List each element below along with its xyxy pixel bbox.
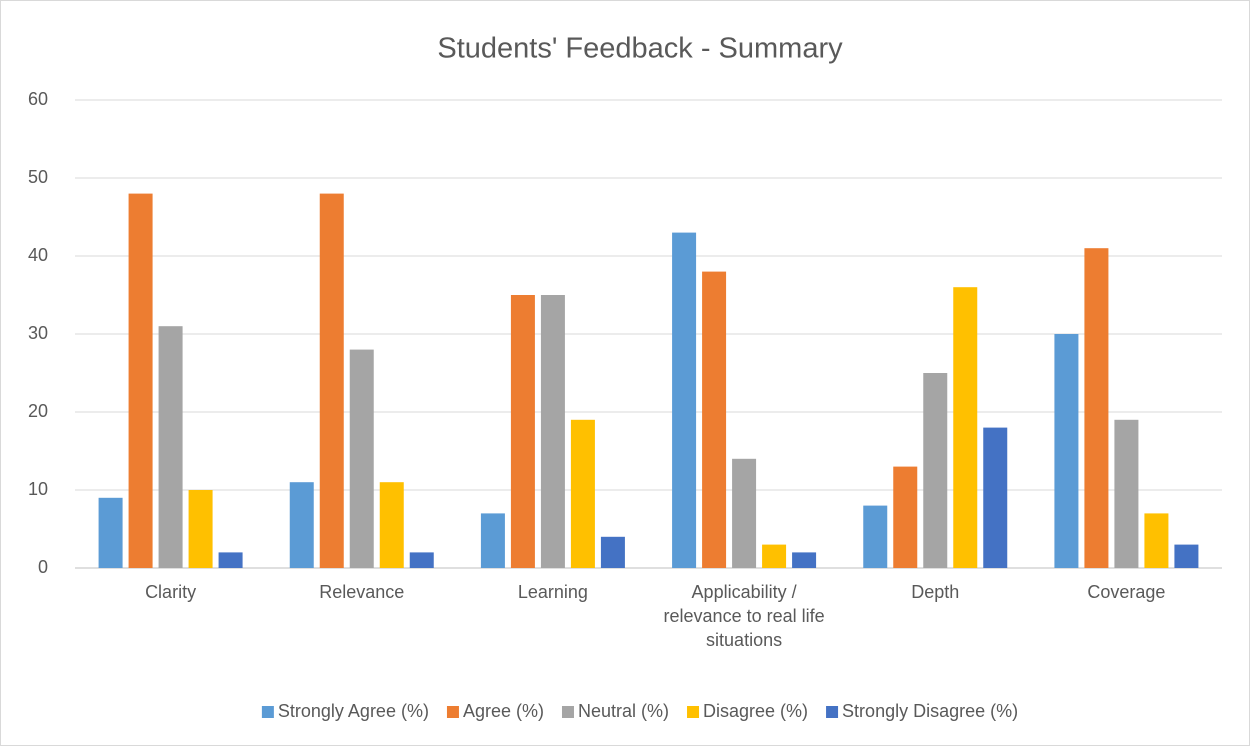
legend-label: Disagree (%) [703,701,808,721]
bar [1114,419,1139,568]
y-tick-label: 50 [28,167,48,187]
bar [600,536,625,568]
bar [732,458,757,568]
x-tick-label: Coverage [1087,582,1166,602]
bar [863,505,888,568]
y-tick-label: 30 [28,323,48,343]
bar [1084,248,1109,568]
legend-label: Agree (%) [463,701,544,721]
x-tick-label: Applicability / relevance to real life s… [663,582,825,650]
bar [1174,544,1199,568]
x-tick-label: Depth [911,582,960,602]
bar [893,466,918,568]
bar [409,552,434,568]
bar [540,295,565,568]
bar [570,419,595,568]
bar [1054,334,1079,568]
bar [98,497,123,568]
legend-swatch [561,706,574,718]
y-tick-label: 10 [28,479,48,499]
x-tick-label: Clarity [145,582,197,602]
legend-swatch [687,706,700,718]
x-tick-label: Learning [517,582,588,602]
x-tick-label-box: Clarity [145,582,197,602]
x-tick-label: Relevance [319,582,405,602]
bar [188,490,213,568]
bar [349,349,374,568]
bar [289,482,314,568]
legend-label: Neutral (%) [578,701,669,721]
x-tick-label-box: Learning [517,582,588,602]
legend-item: Neutral (%) [561,701,669,721]
bar [510,295,535,568]
legend-label: Strongly Disagree (%) [842,701,1018,721]
legend-item: Disagree (%) [687,701,808,721]
bar [128,193,153,568]
bar [379,482,404,568]
bar [480,513,505,568]
bar [218,552,243,568]
legend-item: Strongly Disagree (%) [826,701,1018,721]
bar [983,427,1008,568]
y-tick-label: 0 [38,557,48,577]
y-tick-label: 60 [28,89,48,109]
legend-swatch [826,706,839,718]
legend-item: Strongly Agree (%) [261,701,429,721]
bar [158,326,183,568]
legend-swatch [261,706,274,718]
chart-title: Students' Feedback - Summary [437,33,843,65]
x-tick-label-box: Depth [911,582,960,602]
bar [923,373,948,568]
x-tick-label-box: Coverage [1087,582,1166,602]
x-tick-label-box: Applicability / relevance to real life s… [663,582,825,650]
bar [762,544,787,568]
legend-item: Agree (%) [446,701,544,721]
legend-swatch [446,706,459,718]
legend-label: Strongly Agree (%) [278,701,429,721]
bar [702,271,727,568]
bar [953,287,978,568]
y-tick-label: 40 [28,245,48,265]
y-tick-label: 20 [28,401,48,421]
bar [672,232,697,568]
bar [1144,513,1169,568]
bar [792,552,817,568]
bar [319,193,344,568]
x-tick-label-box: Relevance [319,582,405,602]
